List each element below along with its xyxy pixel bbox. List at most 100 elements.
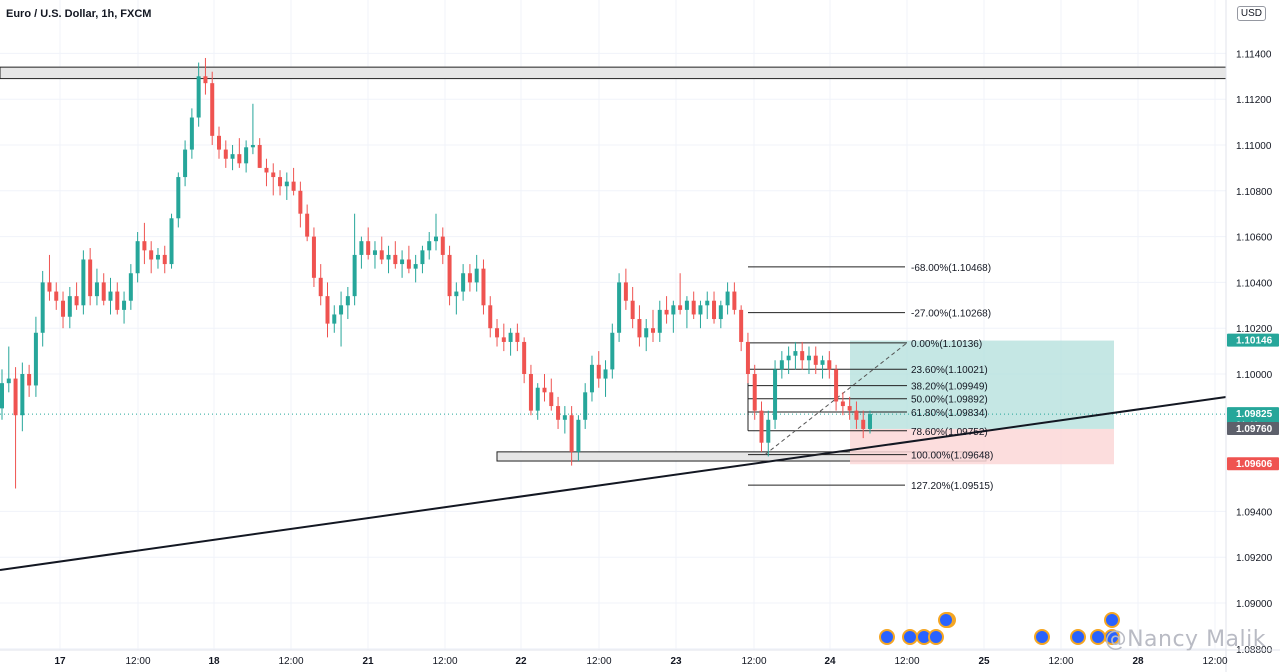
candle-body bbox=[589, 364, 594, 393]
candle-body bbox=[718, 305, 723, 320]
event-icon bbox=[928, 629, 944, 645]
price-label-box bbox=[1227, 333, 1279, 347]
price-tick-label: 1.09400 bbox=[1236, 507, 1273, 518]
candle-body bbox=[868, 414, 872, 429]
fib-level-label: -27.00%(1.10268) bbox=[911, 309, 991, 320]
candle-body bbox=[406, 259, 411, 269]
loss-zone bbox=[850, 428, 1114, 465]
event-icon bbox=[879, 629, 895, 645]
candle-body bbox=[745, 341, 750, 374]
candle-body bbox=[542, 387, 547, 393]
candle-body bbox=[122, 300, 127, 310]
candle-body bbox=[230, 154, 235, 159]
time-tick-label: 12:00 bbox=[586, 656, 611, 667]
candle-body bbox=[779, 360, 784, 370]
event-icon bbox=[1104, 612, 1120, 628]
fibonacci-retracement: -68.00%(1.10468) -27.00%(1.10268) 0.00%(1.… bbox=[747, 263, 993, 492]
price-tick-label: 1.10800 bbox=[1236, 187, 1273, 198]
candle-body bbox=[250, 145, 255, 148]
candle-body bbox=[820, 360, 825, 365]
price-label-box bbox=[1227, 457, 1279, 471]
candle-body bbox=[345, 296, 350, 306]
event-icon bbox=[938, 612, 954, 628]
candle-body bbox=[637, 319, 642, 338]
candle-body bbox=[861, 419, 866, 429]
candle-body bbox=[759, 410, 764, 443]
event-icon bbox=[1090, 629, 1106, 645]
candle-body bbox=[712, 300, 717, 320]
candle-body bbox=[623, 282, 628, 301]
price-tick-label: 1.11400 bbox=[1236, 49, 1272, 60]
trendline-layer bbox=[0, 396, 1227, 571]
candle-body bbox=[535, 387, 540, 411]
candle-body bbox=[210, 83, 215, 136]
time-tick-label: 21 bbox=[362, 656, 374, 667]
price-axis: 1.11400 1.11200 1.11000 1.10800 1.10600 1.104… bbox=[1225, 0, 1279, 672]
trendline bbox=[0, 396, 1227, 571]
candle-body bbox=[671, 305, 676, 315]
price-tick-label: 1.09200 bbox=[1236, 553, 1273, 564]
candle-body bbox=[684, 300, 689, 310]
candle-body bbox=[67, 296, 72, 317]
candle-body bbox=[793, 351, 798, 356]
candle-body bbox=[142, 241, 147, 251]
candle-body bbox=[318, 277, 323, 297]
candle-body bbox=[13, 378, 18, 416]
candle-body bbox=[366, 241, 371, 255]
candle-body bbox=[189, 117, 194, 150]
candle-body bbox=[6, 378, 11, 384]
price-label-text: 1.09825 bbox=[1236, 409, 1273, 420]
candle-body bbox=[481, 268, 486, 306]
time-tick-label: 12:00 bbox=[1202, 656, 1227, 667]
candle-body bbox=[508, 332, 513, 342]
candle-body bbox=[196, 76, 201, 118]
candle-body bbox=[305, 213, 310, 237]
candle-body bbox=[54, 291, 59, 301]
candle-body bbox=[149, 250, 154, 260]
candle-body bbox=[603, 369, 608, 379]
event-icon bbox=[1034, 629, 1050, 645]
candle-body bbox=[413, 264, 418, 269]
price-tick-label: 1.11200 bbox=[1236, 95, 1272, 106]
candle-body bbox=[291, 181, 296, 191]
candle-body bbox=[834, 369, 839, 402]
candle-body bbox=[332, 314, 337, 324]
candle-body bbox=[61, 300, 66, 317]
candle-body bbox=[427, 241, 432, 251]
price-label-text: 1.09606 bbox=[1236, 459, 1273, 470]
candle-body bbox=[854, 410, 859, 420]
fib-anchor-line bbox=[764, 342, 908, 456]
event-icon bbox=[1104, 629, 1120, 645]
currency-button[interactable]: USD bbox=[1236, 6, 1266, 21]
fib-level-label: 38.20%(1.09949) bbox=[911, 382, 988, 393]
watermark: @Nancy Malik bbox=[1104, 627, 1266, 652]
candle-body bbox=[74, 296, 79, 306]
candle-body bbox=[528, 374, 533, 411]
candle-body bbox=[678, 305, 683, 310]
candle-body bbox=[183, 149, 188, 178]
fib-level-label: 100.00%(1.09648) bbox=[911, 451, 993, 462]
price-tick-label: 1.10400 bbox=[1236, 278, 1273, 289]
time-tick-label: 23 bbox=[670, 656, 682, 667]
chart-title: Euro / U.S. Dollar, 1h, FXCM bbox=[6, 8, 152, 20]
candle-body bbox=[786, 355, 791, 361]
candle-body bbox=[325, 296, 330, 324]
candle-body bbox=[244, 147, 249, 164]
time-tick-label: 12:00 bbox=[278, 656, 303, 667]
resistance-zone bbox=[0, 66, 1227, 80]
candle-body bbox=[27, 374, 32, 386]
candle-body bbox=[596, 364, 601, 379]
candle-body bbox=[461, 273, 466, 292]
candle-body bbox=[847, 406, 852, 411]
time-tick-label: 17 bbox=[54, 656, 66, 667]
fib-level-label: 61.80%(1.09834) bbox=[911, 408, 988, 419]
candle-body bbox=[549, 392, 554, 407]
time-tick-label: 12:00 bbox=[432, 656, 457, 667]
candle-body bbox=[264, 167, 269, 173]
fib-level-label: 50.00%(1.09892) bbox=[911, 395, 988, 406]
price-tick-label: 1.10200 bbox=[1236, 324, 1273, 335]
candle-body bbox=[135, 241, 140, 274]
candle-body bbox=[522, 341, 527, 374]
candle-body bbox=[651, 328, 655, 333]
